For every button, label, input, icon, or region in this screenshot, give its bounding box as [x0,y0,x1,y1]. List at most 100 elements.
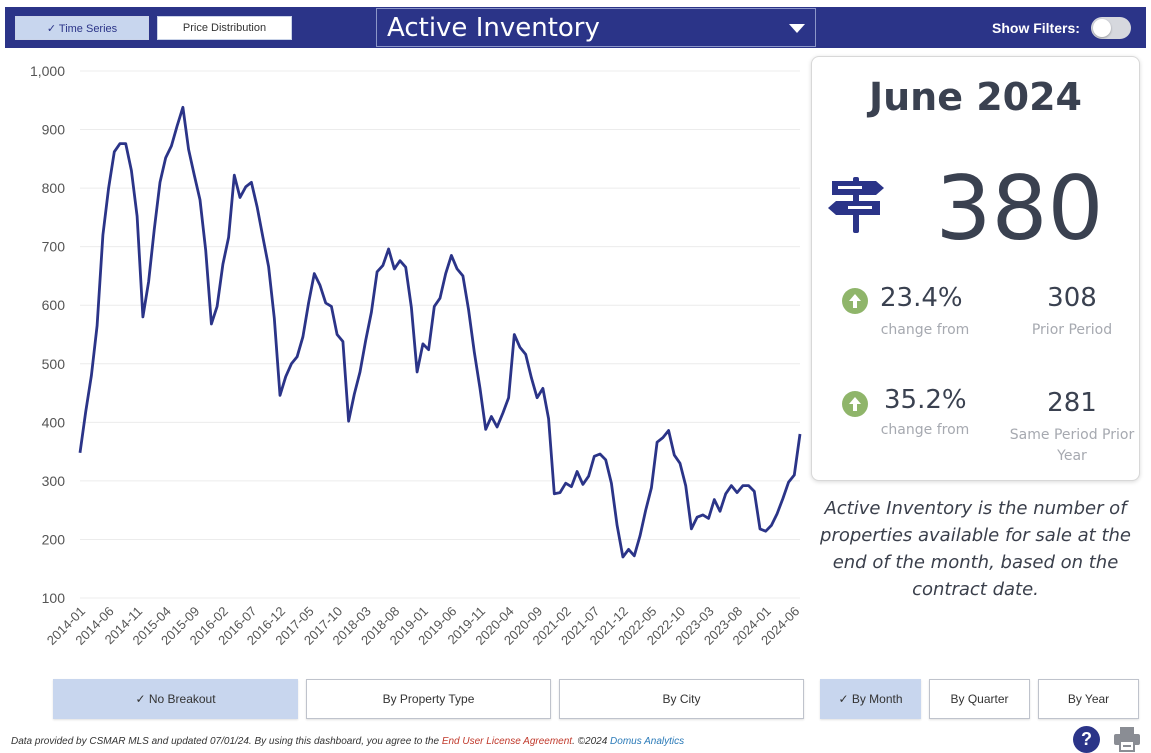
data-point[interactable] [404,265,408,269]
data-point[interactable] [158,180,162,184]
data-point[interactable] [798,432,802,436]
data-point[interactable] [432,304,436,308]
data-point[interactable] [244,185,248,189]
data-point[interactable] [181,105,185,109]
data-point[interactable] [461,274,465,278]
data-point[interactable] [644,508,648,512]
data-point[interactable] [78,451,82,455]
data-point[interactable] [712,498,716,502]
data-point[interactable] [261,235,265,239]
data-point[interactable] [192,173,196,177]
data-point[interactable] [249,180,253,184]
data-point[interactable] [387,247,391,251]
by-year-button[interactable]: By Year [1038,679,1139,719]
data-point[interactable] [175,124,179,128]
series-line[interactable] [78,105,802,559]
data-point[interactable] [449,253,453,257]
data-point[interactable] [661,436,665,440]
data-point[interactable] [124,142,128,146]
data-point[interactable] [141,315,145,319]
data-point[interactable] [632,554,636,558]
data-point[interactable] [672,453,676,457]
data-point[interactable] [164,156,168,160]
by-quarter-button[interactable]: By Quarter [929,679,1030,719]
by-month-button[interactable]: ✓ By Month [820,679,921,719]
data-point[interactable] [495,425,499,429]
data-point[interactable] [569,485,573,489]
data-point[interactable] [341,340,345,344]
data-point[interactable] [609,481,613,485]
data-point[interactable] [187,147,191,151]
data-point[interactable] [769,523,773,527]
breakout-none-button[interactable]: ✓ No Breakout [53,679,298,719]
data-point[interactable] [764,529,768,533]
data-point[interactable] [324,301,328,305]
printer-icon[interactable] [1113,726,1141,752]
data-point[interactable] [295,355,299,359]
data-point[interactable] [564,481,568,485]
data-point[interactable] [369,310,373,314]
breakout-property-type-button[interactable]: By Property Type [306,679,551,719]
data-point[interactable] [444,272,448,276]
data-point[interactable] [529,376,533,380]
data-point[interactable] [735,491,739,495]
data-point[interactable] [204,248,208,252]
data-point[interactable] [135,214,139,218]
data-point[interactable] [198,198,202,202]
data-point[interactable] [535,396,539,400]
data-point[interactable] [501,411,505,415]
data-point[interactable] [598,452,602,456]
data-point[interactable] [507,396,511,400]
data-point[interactable] [792,473,796,477]
data-point[interactable] [478,386,482,390]
data-point[interactable] [678,461,682,465]
data-point[interactable] [415,370,419,374]
data-point[interactable] [101,233,105,237]
data-point[interactable] [232,173,236,177]
data-point[interactable] [718,509,722,513]
data-point[interactable] [741,484,745,488]
data-point[interactable] [284,375,288,379]
data-point[interactable] [375,270,379,274]
metric-dropdown[interactable]: Active Inventory [376,8,816,47]
data-point[interactable] [684,484,688,488]
data-point[interactable] [169,144,173,148]
data-point[interactable] [301,335,305,339]
show-filters-toggle[interactable] [1091,17,1131,39]
data-point[interactable] [347,419,351,423]
tab-time-series[interactable]: ✓ Time Series [15,16,149,40]
data-point[interactable] [381,263,385,267]
data-point[interactable] [278,393,282,397]
data-point[interactable] [318,283,322,287]
data-point[interactable] [267,265,271,269]
data-point[interactable] [547,417,551,421]
data-point[interactable] [95,324,99,328]
data-point[interactable] [272,316,276,320]
data-point[interactable] [729,484,733,488]
data-point[interactable] [518,345,522,349]
data-point[interactable] [438,296,442,300]
data-point[interactable] [392,267,396,271]
breakout-city-button[interactable]: By City [559,679,804,719]
data-point[interactable] [255,205,259,209]
data-point[interactable] [489,414,493,418]
help-icon[interactable]: ? [1073,726,1100,753]
data-point[interactable] [398,259,402,263]
data-point[interactable] [329,304,333,308]
data-point[interactable] [427,348,431,352]
data-point[interactable] [627,547,631,551]
data-point[interactable] [221,262,225,266]
data-point[interactable] [781,496,785,500]
data-point[interactable] [467,308,471,312]
data-point[interactable] [524,352,528,356]
data-point[interactable] [358,370,362,374]
data-point[interactable] [129,169,133,173]
data-point[interactable] [209,322,213,326]
data-point[interactable] [409,306,413,310]
data-point[interactable] [604,458,608,462]
data-point[interactable] [112,150,116,154]
data-point[interactable] [89,373,93,377]
data-point[interactable] [107,186,111,190]
data-point[interactable] [667,429,671,433]
data-point[interactable] [312,272,316,276]
